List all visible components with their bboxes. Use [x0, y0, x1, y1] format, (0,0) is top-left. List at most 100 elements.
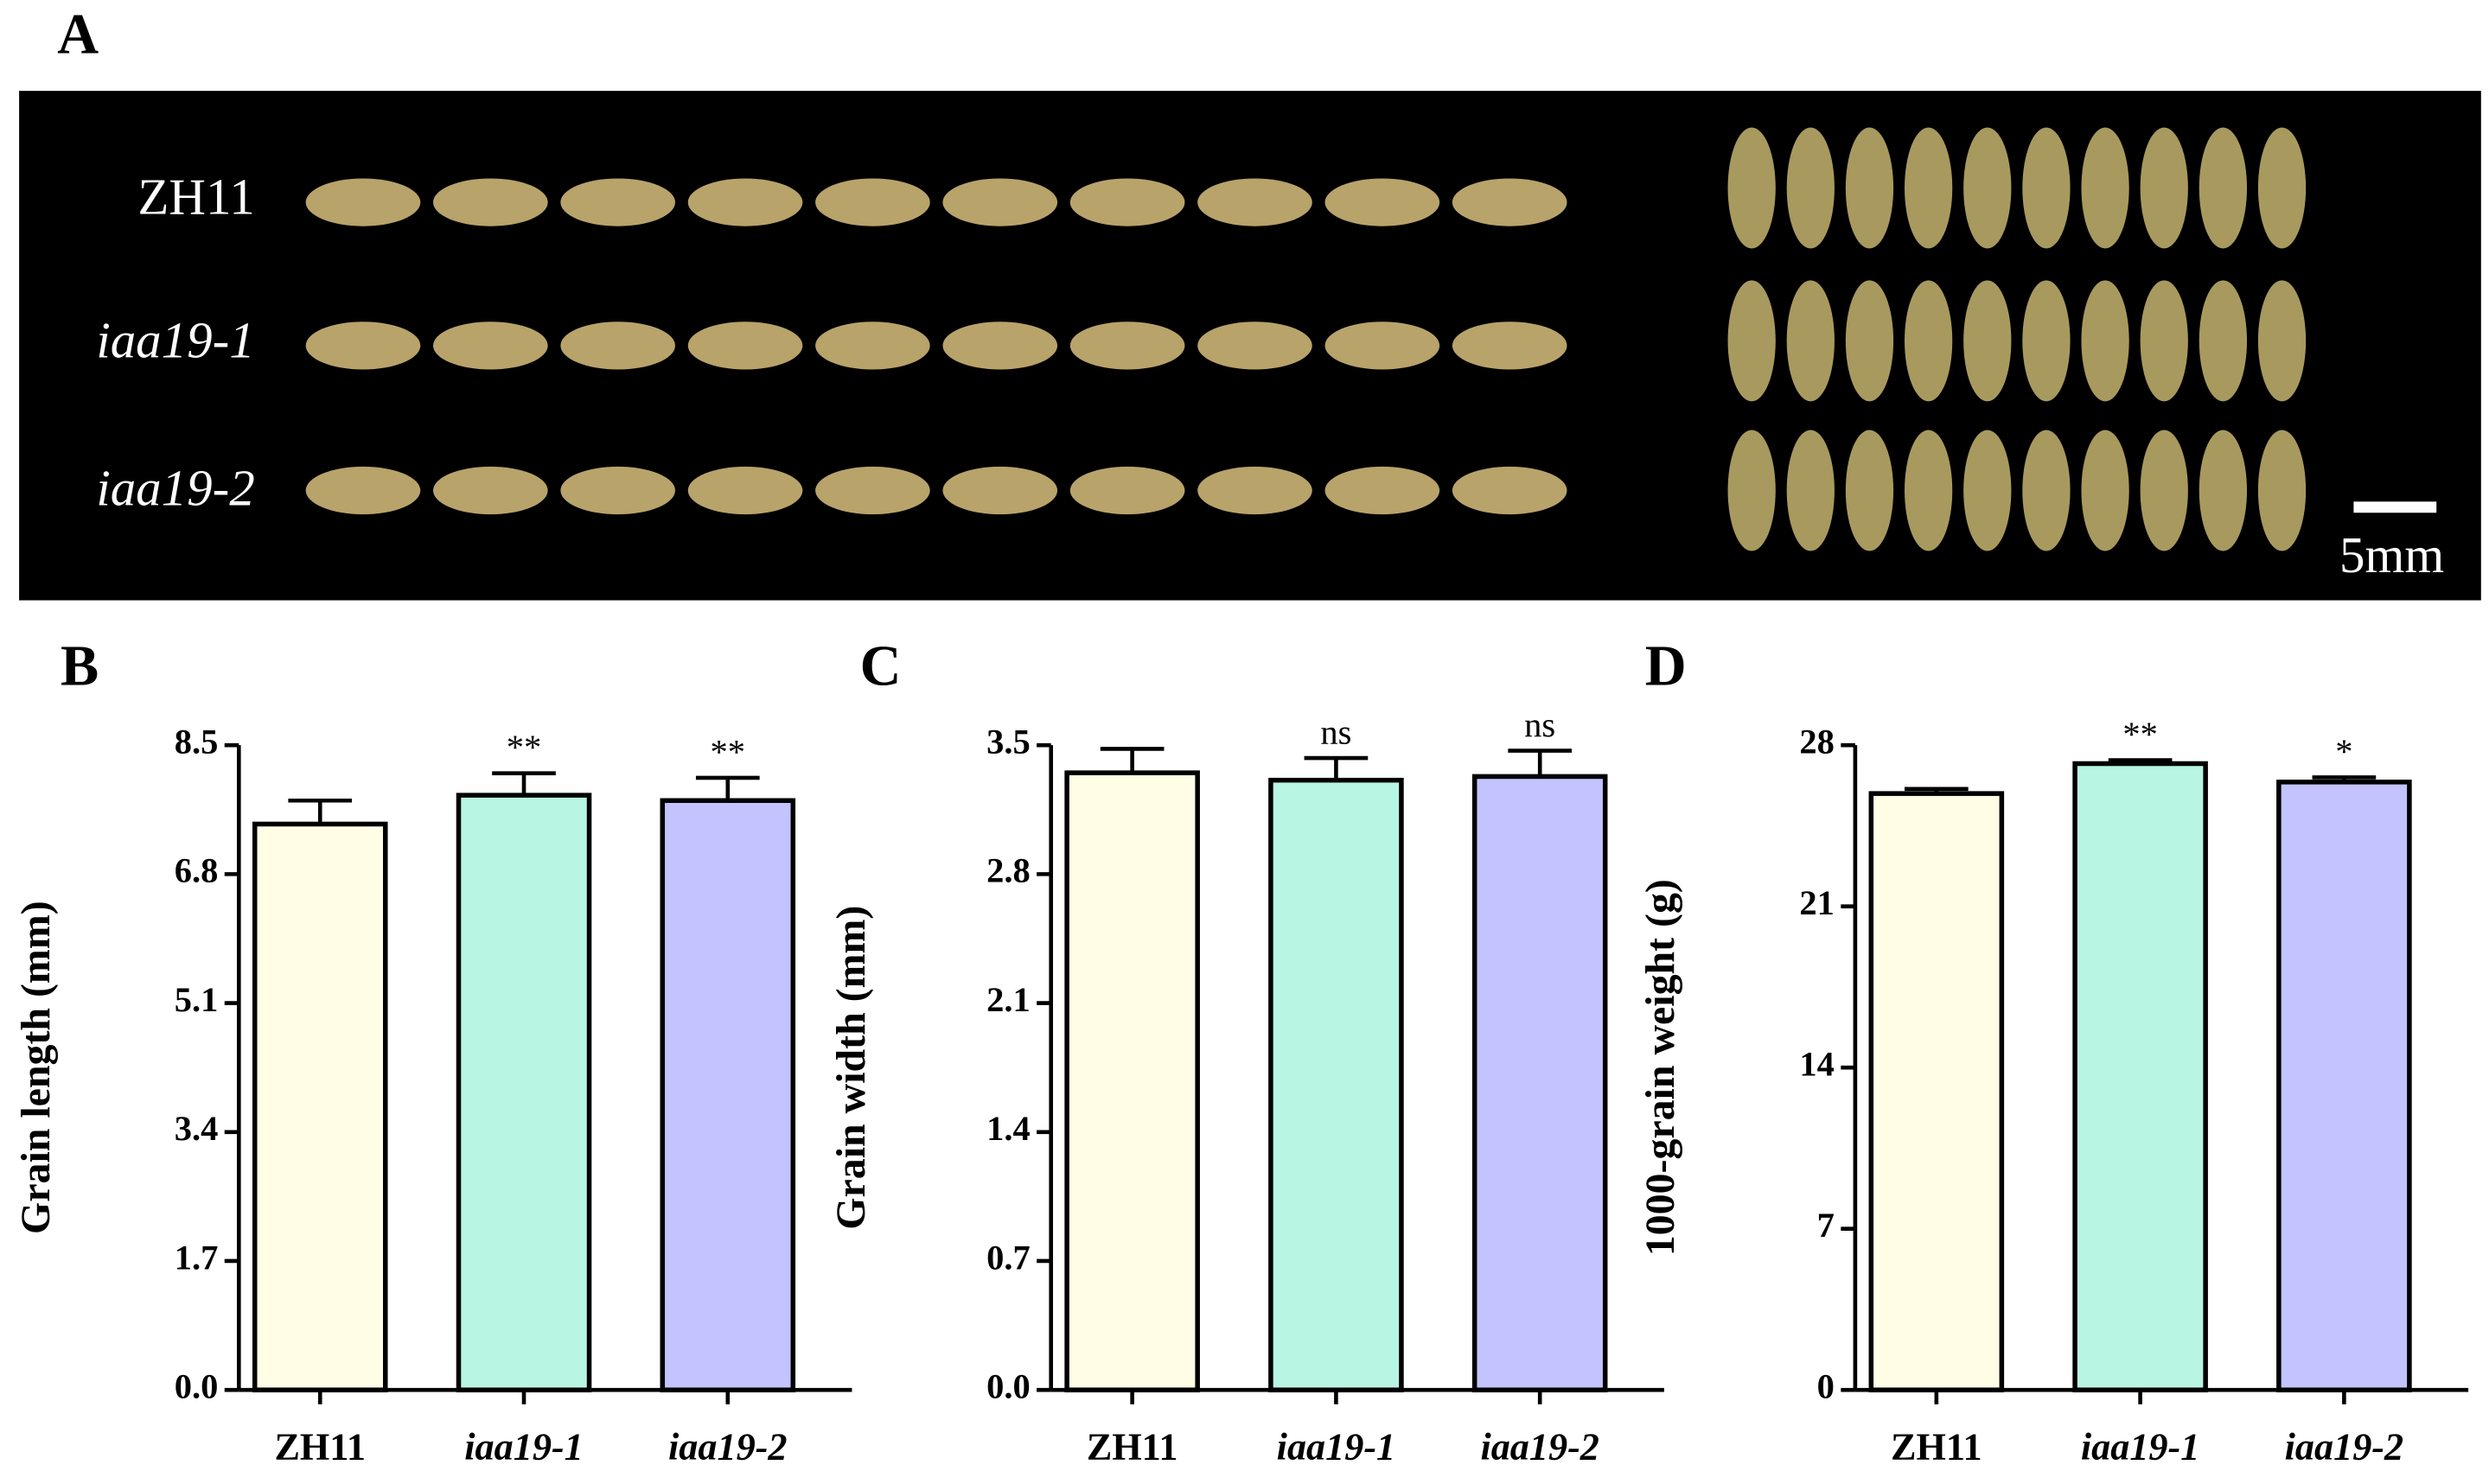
grains — [305, 127, 2307, 551]
grain — [2140, 127, 2188, 249]
grain — [1069, 322, 1185, 370]
y-tick-label: 0 — [1817, 1366, 1835, 1405]
x-tick-label: ZH11 — [1087, 1425, 1178, 1468]
bar — [1064, 770, 1200, 1392]
grain — [942, 322, 1058, 370]
grain — [433, 178, 548, 226]
grain — [305, 466, 421, 515]
bar — [252, 821, 388, 1392]
y-tick-label: 3.4 — [175, 1109, 219, 1148]
x-tick-label: iaa19-1 — [1277, 1425, 1395, 1468]
grain — [1963, 280, 2012, 402]
grain — [1452, 178, 1567, 226]
grain — [433, 322, 548, 370]
x-tick-label: iaa19-1 — [464, 1425, 583, 1468]
scale-bar — [2353, 501, 2437, 513]
y-tick-label: 28 — [1799, 722, 1835, 761]
grain — [2199, 430, 2248, 551]
grain — [2199, 280, 2248, 402]
grain — [560, 466, 675, 515]
grain — [687, 466, 803, 515]
panel-label: B — [61, 635, 99, 698]
grain — [433, 466, 548, 515]
y-tick-label: 2.8 — [986, 851, 1031, 890]
grain — [1845, 430, 1894, 551]
bar — [1268, 777, 1404, 1392]
grain — [1786, 127, 1835, 249]
photo-label: ZH11 — [137, 169, 254, 226]
grain — [2140, 430, 2188, 551]
grain — [2022, 430, 2071, 551]
y-axis-label: Grain length (mm) — [13, 901, 59, 1234]
grain — [305, 178, 421, 226]
y-tick-label: 8.5 — [175, 722, 219, 761]
grain — [2257, 127, 2307, 249]
grain — [305, 322, 421, 370]
significance: ** — [711, 732, 746, 771]
grain — [1786, 280, 1835, 402]
grain — [2081, 280, 2129, 402]
y-tick-label: 0.0 — [986, 1366, 1031, 1405]
y-tick-label: 3.5 — [986, 722, 1031, 761]
bar — [456, 793, 592, 1392]
grain — [1452, 322, 1567, 370]
grain — [560, 322, 675, 370]
bar — [1471, 774, 1608, 1392]
significance: ** — [507, 728, 542, 767]
grain — [1845, 127, 1894, 249]
grain — [1452, 466, 1567, 515]
grain — [1324, 466, 1440, 515]
bar — [660, 798, 796, 1392]
y-axis-label: Grain width (mm) — [828, 906, 874, 1230]
grain — [2081, 430, 2129, 551]
grain — [1786, 430, 1835, 551]
scale-label: 5mm — [2339, 526, 2444, 583]
x-tick-label: ZH11 — [1891, 1425, 1982, 1468]
grain — [2199, 127, 2248, 249]
grain — [1904, 280, 1953, 402]
y-tick-label: 7 — [1817, 1206, 1835, 1245]
y-tick-label: 2.1 — [986, 980, 1031, 1019]
photo-label: iaa19-2 — [96, 460, 254, 517]
y-tick-label: 5.1 — [175, 980, 219, 1019]
grain — [815, 466, 930, 515]
grain — [687, 322, 803, 370]
y-axis-label: 1000-grain weight (g) — [1637, 879, 1683, 1256]
bar — [1868, 791, 2005, 1392]
grain — [1727, 430, 1776, 551]
grain — [1727, 127, 1776, 249]
grain — [1963, 127, 2012, 249]
grain — [687, 178, 803, 226]
grain — [2140, 280, 2188, 402]
x-tick-label: iaa19-2 — [2285, 1425, 2403, 1468]
grain — [1069, 466, 1185, 515]
grain — [2022, 280, 2071, 402]
grain — [2257, 430, 2307, 551]
grain — [2022, 127, 2071, 249]
panel-label: C — [860, 635, 902, 698]
grain — [1197, 322, 1312, 370]
grain — [560, 178, 675, 226]
grain — [1197, 178, 1312, 226]
y-tick-label: 0.7 — [986, 1238, 1031, 1277]
significance: ** — [2122, 715, 2158, 754]
significance: ns — [1524, 705, 1555, 744]
grain — [942, 466, 1058, 515]
x-tick-label: ZH11 — [274, 1425, 366, 1468]
panel-label: D — [1645, 635, 1687, 698]
grain — [1904, 127, 1953, 249]
panel-label: A — [57, 3, 99, 66]
grain — [1727, 280, 1776, 402]
grain — [1904, 430, 1953, 551]
significance: * — [2335, 732, 2352, 771]
grain — [1845, 280, 1894, 402]
y-tick-label: 0.0 — [175, 1366, 219, 1405]
grain — [1197, 466, 1312, 515]
y-tick-label: 21 — [1799, 883, 1835, 922]
grain — [1963, 430, 2012, 551]
x-tick-label: iaa19-2 — [1480, 1425, 1599, 1468]
grain — [1069, 178, 1185, 226]
grain — [1324, 178, 1440, 226]
x-tick-label: iaa19-1 — [2081, 1425, 2199, 1468]
